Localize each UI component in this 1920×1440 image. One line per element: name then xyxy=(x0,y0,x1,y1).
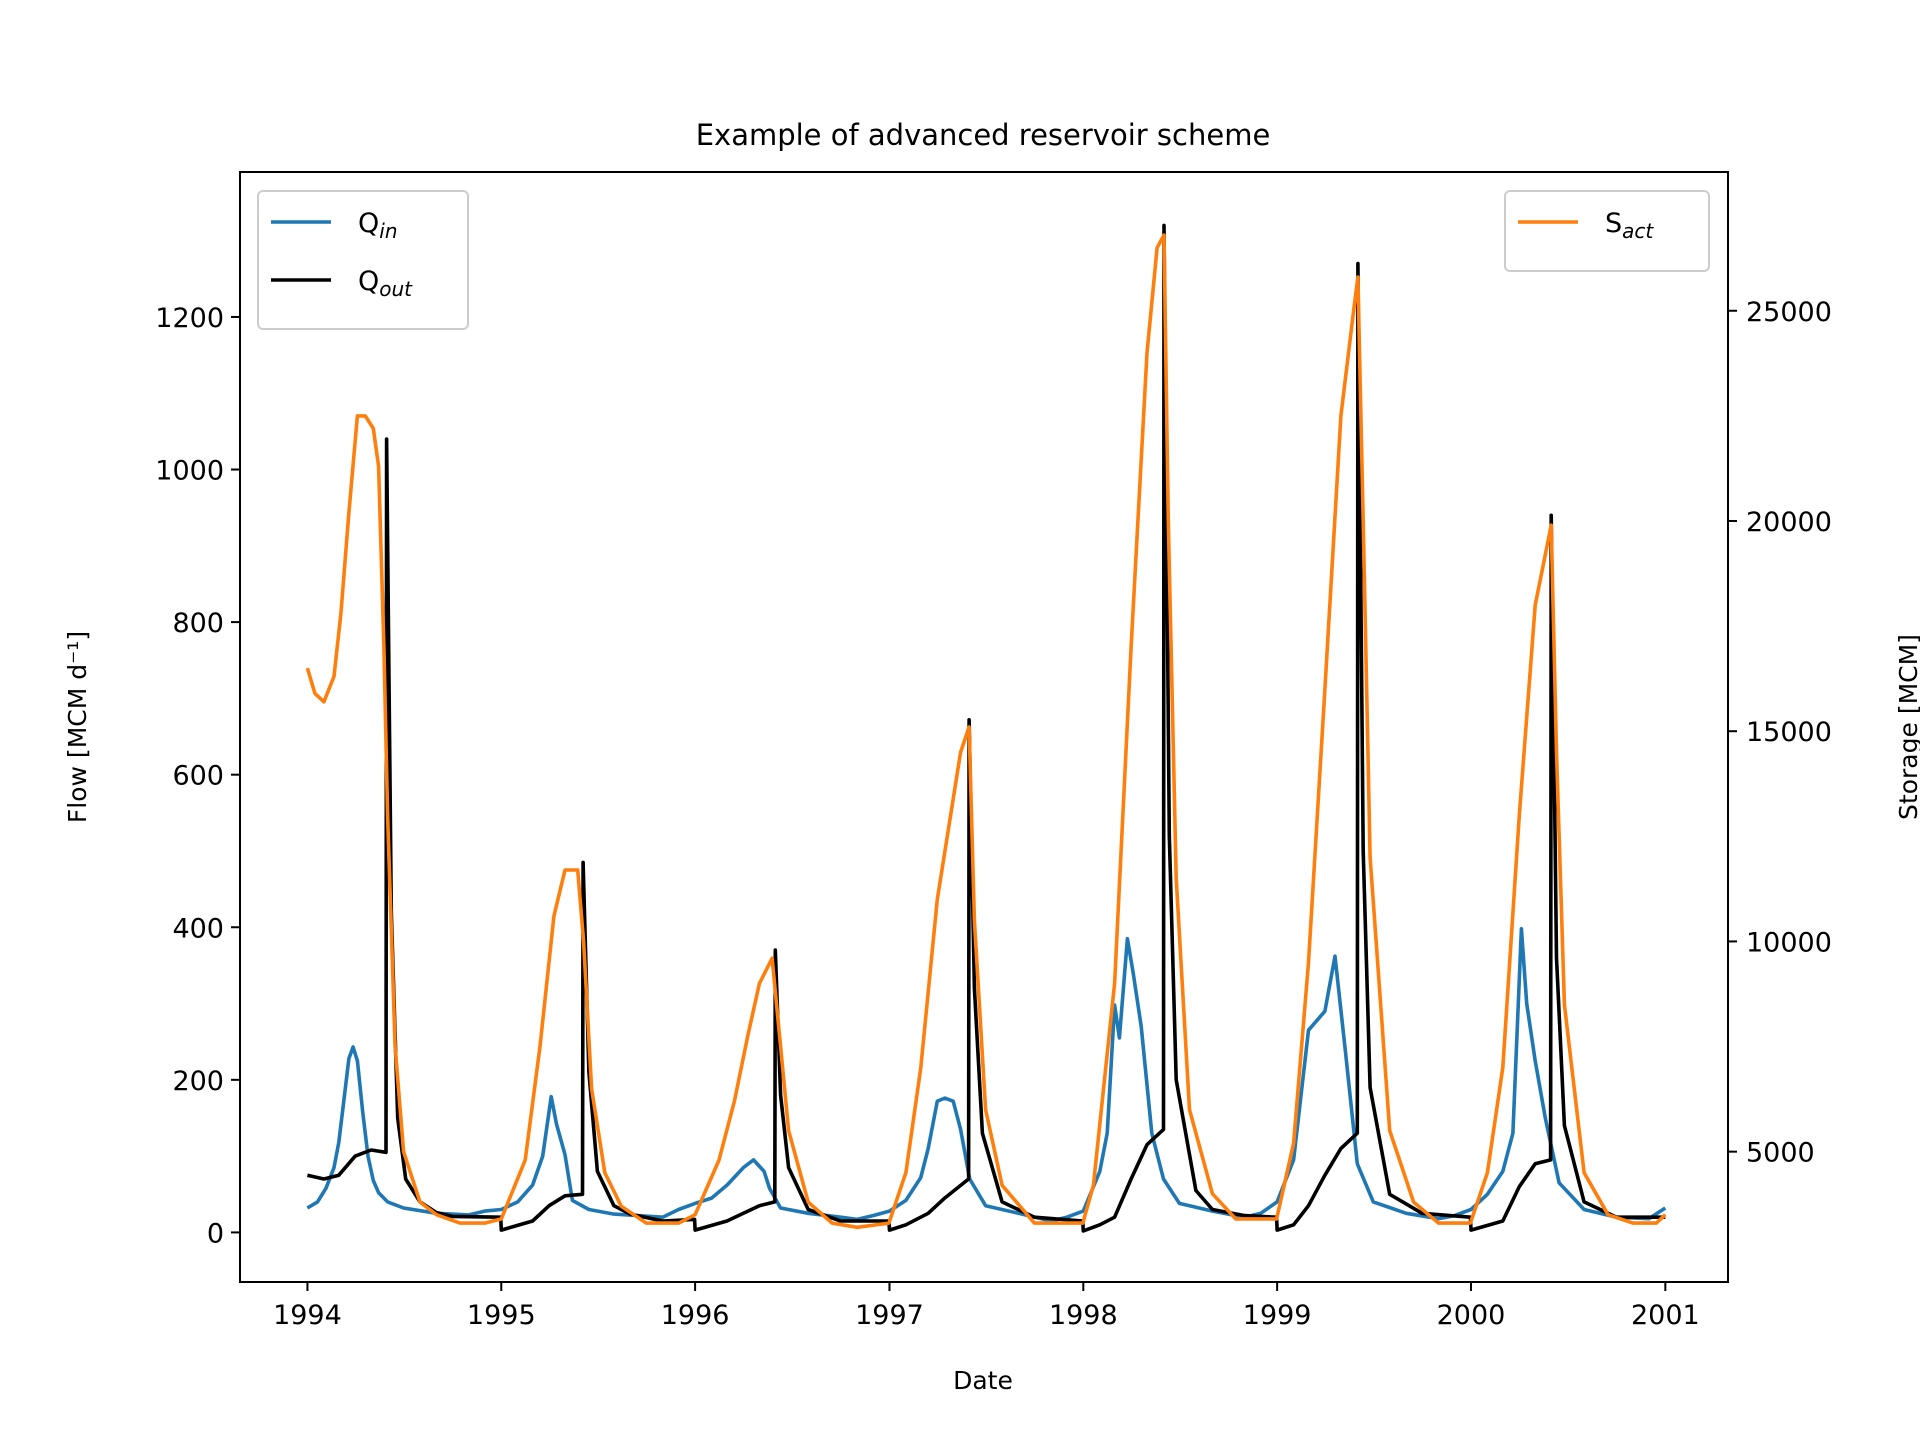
plot-area xyxy=(305,223,1667,1233)
legend-label-base: Q xyxy=(358,208,379,239)
plot-frame xyxy=(239,171,1729,1283)
x-tick-label: 1994 xyxy=(273,1300,342,1331)
y-tick-label: 1000 xyxy=(155,456,224,487)
legend-box xyxy=(257,190,469,330)
legend-label-base: S xyxy=(1605,208,1622,239)
x-axis: 1994 1995 1996 1997 1998 1999 2000 2001 xyxy=(273,1282,1700,1331)
x-tick-label: 2000 xyxy=(1437,1300,1506,1331)
y2-tick-label: 10000 xyxy=(1746,927,1832,958)
y2-tick-label: 15000 xyxy=(1746,717,1832,748)
y2-tick-label: 5000 xyxy=(1746,1138,1815,1169)
x-tick-label: 1995 xyxy=(467,1300,536,1331)
x-axis-label: Date xyxy=(953,1366,1013,1395)
legend-label: Qout xyxy=(358,266,413,301)
x-tick-label: 1998 xyxy=(1049,1300,1118,1331)
y-tick-label: 200 xyxy=(172,1066,224,1097)
legend-label: Qin xyxy=(358,208,398,243)
legend-storage: Sact xyxy=(1504,190,1710,272)
y2-tick-label: 20000 xyxy=(1746,507,1832,538)
y-axis-left: 0 200 400 600 800 1000 1200 xyxy=(155,303,240,1249)
legend-label-subscript: in xyxy=(379,219,397,243)
y-axis-label: Flow [MCM d⁻¹] xyxy=(63,631,92,823)
x-tick-label: 1996 xyxy=(661,1300,730,1331)
y-tick-label: 600 xyxy=(172,761,224,792)
chart-title: Example of advanced reservoir scheme xyxy=(696,118,1271,152)
x-tick-label: 1997 xyxy=(855,1300,924,1331)
series-line-qout xyxy=(306,223,1666,1233)
legend-label: Sact xyxy=(1605,208,1654,243)
y-tick-label: 1200 xyxy=(155,303,224,334)
y-tick-label: 400 xyxy=(172,913,224,944)
legend-label-subscript: act xyxy=(1622,219,1654,243)
y2-axis-label: Storage [MCM] xyxy=(1894,634,1920,820)
y-tick-label: 0 xyxy=(207,1218,224,1249)
series-line-sact xyxy=(305,233,1667,1230)
y-tick-label: 800 xyxy=(172,608,224,639)
x-tick-label: 1999 xyxy=(1243,1300,1312,1331)
x-tick-label: 2001 xyxy=(1631,1300,1700,1331)
legend-box xyxy=(1504,190,1710,272)
series-line-qin xyxy=(306,926,1667,1223)
y-axis-right: 5000 10000 15000 20000 25000 xyxy=(1728,297,1832,1169)
y2-tick-label: 25000 xyxy=(1746,297,1832,328)
legend-label-subscript: out xyxy=(379,277,413,301)
legend-label-base: Q xyxy=(358,266,379,297)
